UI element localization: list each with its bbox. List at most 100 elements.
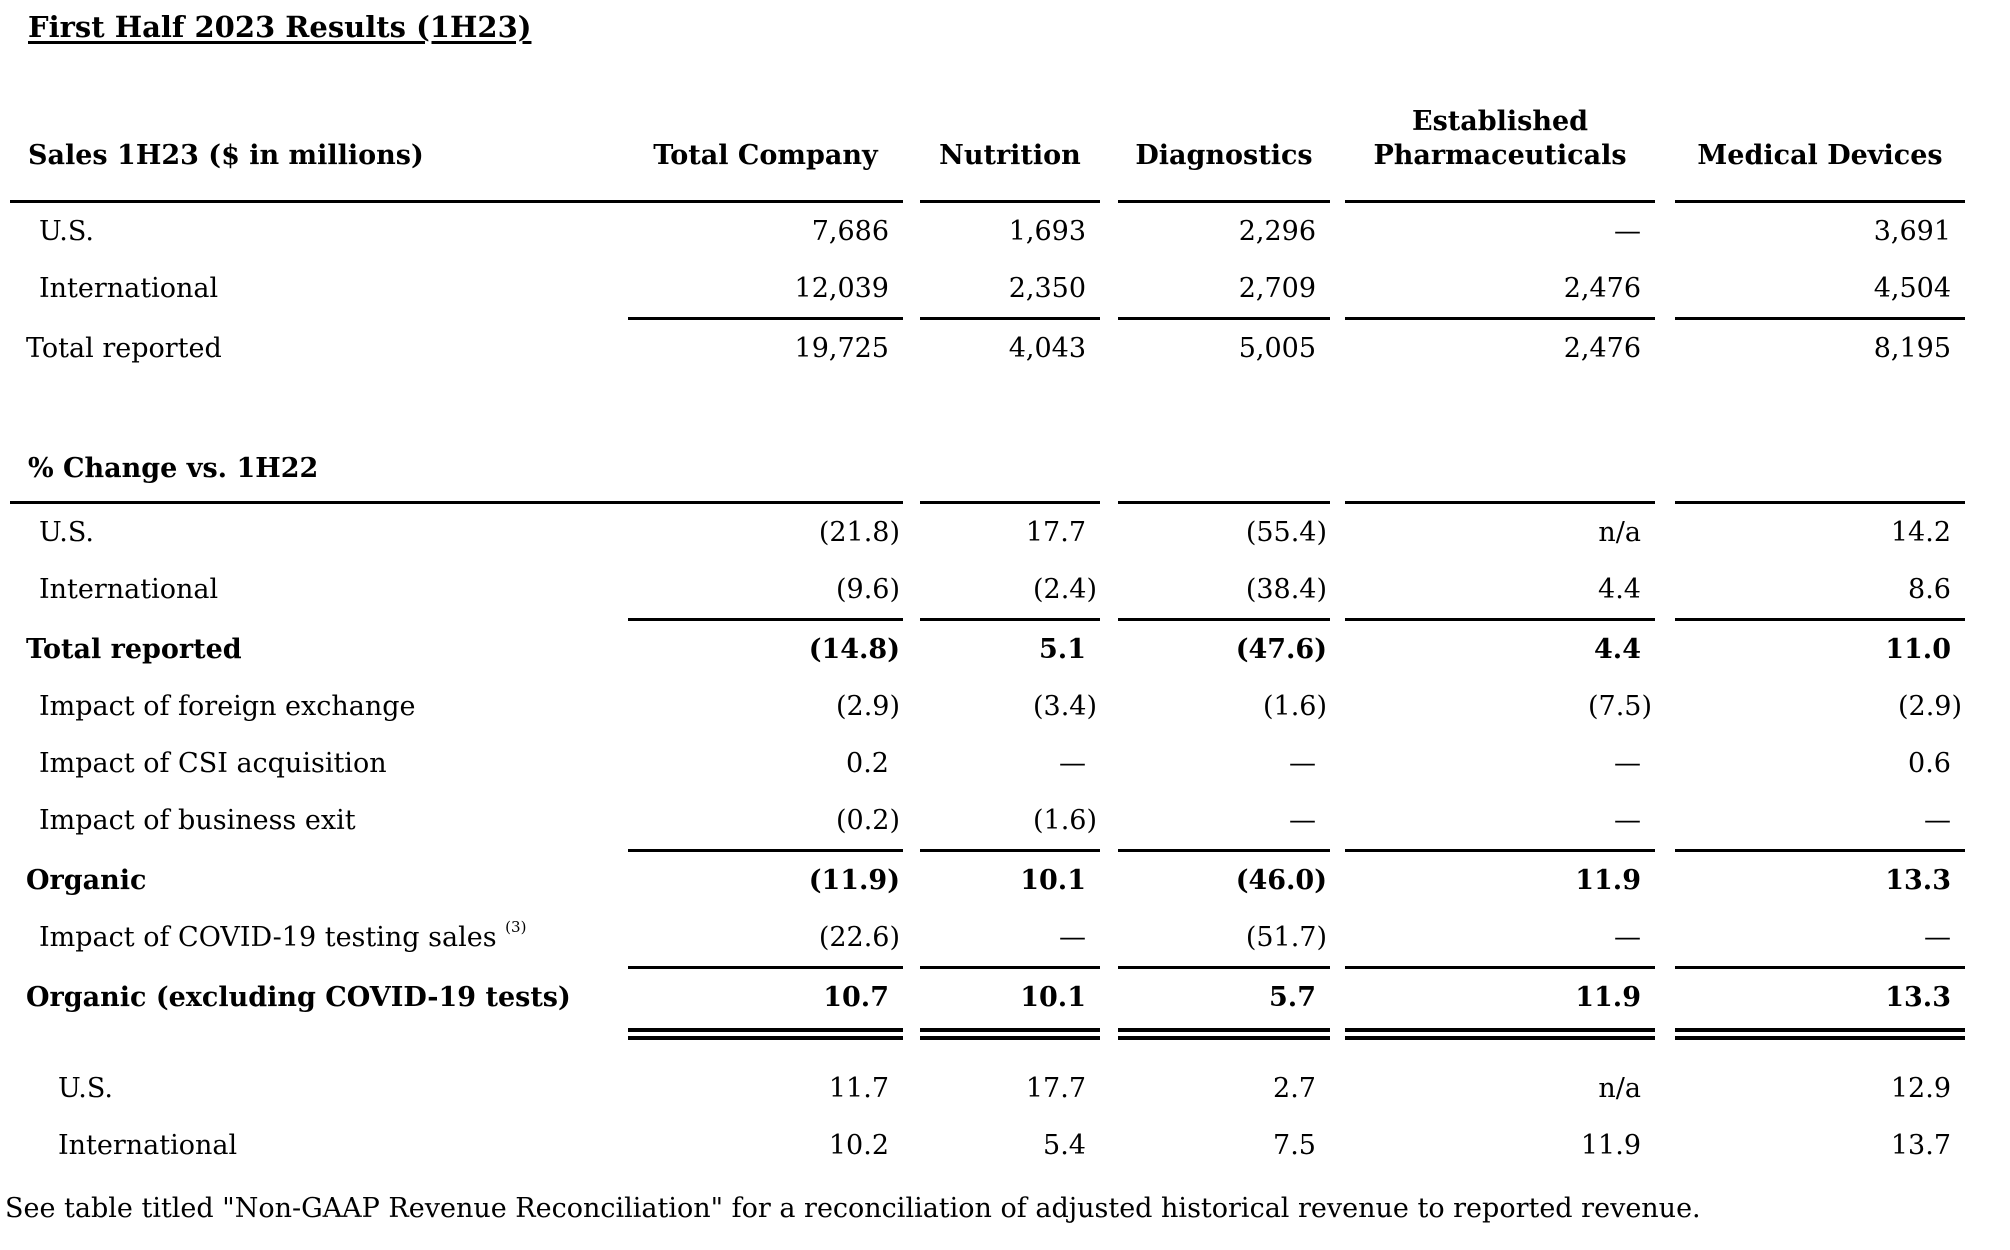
section-heading: % Change vs. 1H22: [28, 453, 319, 484]
cell-value: 2,476: [1563, 273, 1641, 304]
footnote-text: See table titled "Non-GAAP Revenue Recon…: [5, 1193, 1701, 1224]
cell-value: 10.1: [1020, 865, 1086, 896]
table-header-row: Sales 1H23 ($ in millions) Total Company…: [10, 105, 2010, 173]
row-label: Impact of CSI acquisition: [10, 735, 628, 792]
row-label-text: Impact of foreign exchange: [39, 691, 416, 722]
table-row: International (9.6) (2.4) (38.4) 4.4 8.6: [10, 561, 2010, 618]
row-label-text: Impact of CSI acquisition: [39, 748, 387, 779]
cell-value: (38.4): [1245, 574, 1327, 605]
rule-segment: [1118, 618, 1330, 621]
table-rule: [10, 317, 2010, 320]
column-header: Nutrition: [920, 139, 1100, 173]
table-rule: [10, 849, 2010, 852]
table-section-organic-ex-covid-detail: U.S. 11.7 17.7 2.7 n/a 12.9 International 10.2 5…: [10, 1060, 2010, 1174]
row-label: Impact of foreign exchange: [10, 678, 628, 735]
cell-value: (21.8): [818, 517, 900, 548]
rule-segment: [628, 1028, 903, 1040]
cell-value: (7.5): [1587, 691, 1652, 722]
table-row: Total reported (14.8) 5.1 (47.6) 4.4 11.0: [10, 621, 2010, 678]
cell-value: —: [1924, 805, 1951, 836]
cell-value: (55.4): [1245, 517, 1327, 548]
cell-value: n/a: [1598, 517, 1641, 548]
table-row: Impact of CSI acquisition 0.2 — — — 0.6: [10, 735, 2010, 792]
cell-value: 4,504: [1873, 273, 1951, 304]
cell-value: 10.1: [1020, 982, 1086, 1013]
row-label-text: Impact of business exit: [39, 805, 356, 836]
row-label-text: U.S.: [39, 216, 94, 247]
rule-segment: [1118, 849, 1330, 852]
row-label-text: U.S.: [58, 1073, 113, 1104]
rule-segment: [1345, 200, 1655, 203]
row-label-text: International: [39, 574, 219, 605]
cell-value: —: [1614, 805, 1641, 836]
cell-value: 4.4: [1594, 634, 1641, 665]
column-header-line: Medical Devices: [1697, 140, 1943, 171]
rule-segment: [1345, 618, 1655, 621]
cell-value: —: [1289, 805, 1316, 836]
cell-value: 12,039: [794, 273, 889, 304]
table-rule: [10, 966, 2010, 969]
results-table: U.S. 7,686 1,693 2,296 — 3,691 International 12…: [10, 200, 2010, 1174]
cell-value: —: [1059, 922, 1086, 953]
column-header: Total Company: [628, 139, 903, 173]
cell-value: n/a: [1598, 1073, 1641, 1104]
column-header-line: Diagnostics: [1135, 140, 1313, 171]
cell-value: (2.4): [1032, 574, 1097, 605]
cell-value: 10.2: [828, 1130, 889, 1161]
cell-value: 12.9: [1890, 1073, 1951, 1104]
rule-segment: [1345, 317, 1655, 320]
rule-segment: [1118, 317, 1330, 320]
column-header-line: Total Company: [653, 140, 878, 171]
rule-segment: [628, 966, 903, 969]
column-header-line: Pharmaceuticals: [1373, 140, 1627, 171]
table-row: Impact of foreign exchange (2.9) (3.4) (1.6…: [10, 678, 2010, 735]
row-label: Total reported: [10, 621, 628, 678]
rule-segment: [10, 200, 903, 203]
row-label-text: International: [39, 273, 219, 304]
row-label: Impact of COVID-19 testing sales (3): [10, 909, 628, 966]
cell-value: 13.3: [1885, 982, 1951, 1013]
cell-value: 11.7: [828, 1073, 889, 1104]
cell-value: —: [1289, 748, 1316, 779]
cell-value: (2.9): [835, 691, 900, 722]
row-label-text: International: [58, 1130, 238, 1161]
rule-segment: [10, 501, 903, 504]
rule-segment: [920, 966, 1100, 969]
rule-segment: [920, 849, 1100, 852]
table-rule: [10, 501, 2010, 504]
row-label: U.S.: [10, 1060, 628, 1117]
cell-value: —: [1059, 748, 1086, 779]
row-label: U.S.: [10, 504, 628, 561]
rule-segment: [920, 1028, 1100, 1040]
cell-value: (46.0): [1235, 865, 1327, 896]
table-section-sales: U.S. 7,686 1,693 2,296 — 3,691 International 12…: [10, 200, 2010, 377]
cell-value: 4,043: [1008, 333, 1086, 364]
cell-value: 10.7: [823, 982, 889, 1013]
table-row: Organic (excluding COVID-19 tests) 10.7 10…: [10, 969, 2010, 1026]
row-label: Organic (excluding COVID-19 tests): [10, 969, 628, 1026]
row-label: Organic: [10, 852, 628, 909]
row-label: U.S.: [10, 203, 628, 260]
rule-segment: [920, 618, 1100, 621]
rule-segment: [1675, 200, 1965, 203]
rule-segment: [628, 849, 903, 852]
cell-value: (1.6): [1262, 691, 1327, 722]
cell-value: (2.9): [1897, 691, 1962, 722]
table-row: Organic (11.9) 10.1 (46.0) 11.9 13.3: [10, 852, 2010, 909]
cell-value: 17.7: [1025, 1073, 1086, 1104]
rule-segment: [920, 317, 1100, 320]
row-label: International: [10, 1117, 628, 1174]
rule-segment: [1118, 501, 1330, 504]
row-label-text: U.S.: [39, 517, 94, 548]
rule-segment: [1345, 849, 1655, 852]
cell-value: 3,691: [1873, 216, 1951, 247]
row-label: Total reported: [10, 320, 628, 377]
cell-value: 2,296: [1238, 216, 1316, 247]
column-header-line: Nutrition: [939, 140, 1081, 171]
table-rule: [10, 200, 2010, 203]
cell-value: 5.4: [1043, 1130, 1086, 1161]
table-rule: [10, 618, 2010, 621]
row-label: Impact of business exit: [10, 792, 628, 849]
rule-segment: [1118, 200, 1330, 203]
rule-segment: [628, 618, 903, 621]
